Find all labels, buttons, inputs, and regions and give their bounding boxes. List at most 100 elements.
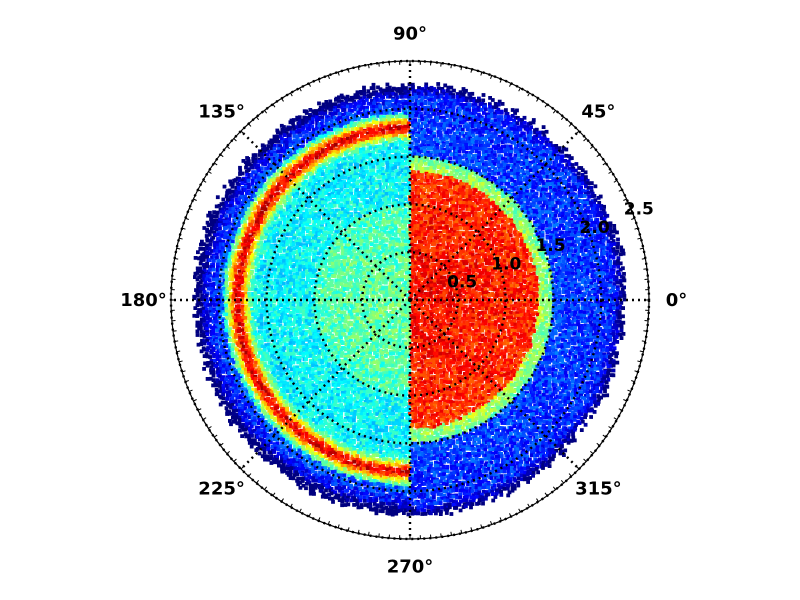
scatter-point: [471, 242, 475, 246]
scatter-point: [542, 134, 547, 139]
scatter-point: [324, 226, 328, 231]
scatter-point: [328, 111, 333, 116]
scatter-point: [280, 198, 284, 203]
scatter-point: [496, 226, 501, 230]
scatter-point: [375, 243, 380, 248]
scatter-point: [343, 111, 348, 116]
scatter-point: [451, 126, 456, 131]
scatter-point: [413, 118, 417, 122]
scatter-point: [318, 176, 323, 181]
scatter-point: [535, 131, 540, 136]
scatter-point: [320, 204, 325, 208]
scatter-point: [449, 170, 454, 175]
scatter-point: [418, 94, 422, 99]
scatter-point: [554, 146, 559, 151]
scatter-point: [295, 188, 300, 193]
scatter-point: [540, 219, 545, 224]
scatter-point: [461, 206, 465, 211]
scatter-point: [387, 85, 392, 90]
scatter-point: [346, 217, 350, 222]
scatter-point: [467, 219, 472, 224]
scatter-point: [382, 125, 387, 130]
scatter-point: [381, 185, 386, 189]
scatter-point: [581, 244, 585, 248]
scatter-point: [215, 195, 220, 200]
scatter-point: [387, 108, 392, 113]
scatter-point: [318, 229, 323, 234]
scatter-point: [554, 210, 558, 214]
scatter-point: [369, 104, 374, 109]
scatter-point: [315, 173, 320, 177]
scatter-point: [272, 202, 277, 206]
scatter-point: [472, 225, 477, 230]
scatter-point: [419, 111, 423, 116]
scatter-point: [292, 235, 296, 240]
scatter-point: [403, 189, 408, 193]
scatter-point: [470, 91, 475, 96]
scatter-point: [404, 191, 408, 196]
scatter-point: [335, 219, 340, 224]
scatter-point: [519, 173, 523, 178]
scatter-point: [349, 186, 353, 191]
scatter-point: [438, 246, 443, 251]
scatter-point: [553, 204, 558, 208]
scatter-point: [359, 156, 363, 161]
scatter-point: [411, 123, 416, 128]
scatter-point: [256, 211, 261, 216]
scatter-point: [217, 236, 222, 241]
scatter-point: [576, 175, 581, 180]
scatter-point: [438, 195, 443, 200]
scatter-point: [310, 182, 315, 187]
scatter-point: [368, 178, 372, 183]
scatter-point: [278, 220, 283, 225]
scatter-point: [430, 124, 434, 129]
scatter-point: [442, 185, 447, 190]
scatter-point: [505, 175, 510, 180]
scatter-point: [416, 122, 420, 127]
scatter-point: [560, 223, 565, 228]
scatter-point: [484, 107, 488, 112]
scatter-point: [582, 226, 587, 230]
scatter-point: [337, 131, 342, 136]
scatter-point: [590, 230, 595, 235]
scatter-point: [363, 218, 367, 222]
scatter-point: [369, 172, 373, 176]
scatter-point: [461, 185, 466, 190]
scatter-point: [429, 169, 434, 174]
scatter-point: [390, 176, 395, 181]
scatter-point: [378, 162, 383, 167]
scatter-point: [259, 240, 264, 245]
scatter-point: [455, 218, 459, 222]
scatter-point: [376, 114, 381, 118]
scatter-point: [337, 95, 341, 100]
scatter-point: [452, 102, 457, 107]
scatter-point: [452, 168, 456, 173]
scatter-point: [502, 162, 507, 167]
scatter-point: [362, 188, 367, 193]
scatter-point: [238, 190, 242, 195]
scatter-point: [549, 195, 553, 200]
scatter-point: [424, 134, 428, 138]
scatter-point: [522, 214, 526, 219]
scatter-point: [443, 99, 448, 103]
scatter-point: [376, 85, 380, 90]
scatter-point: [212, 230, 217, 235]
scatter-point: [458, 210, 463, 215]
scatter-point: [471, 171, 475, 176]
scatter-point: [506, 204, 511, 209]
scatter-point: [422, 146, 427, 150]
scatter-point: [522, 144, 527, 148]
scatter-point: [527, 163, 532, 167]
scatter-point: [449, 165, 453, 170]
scatter-point: [551, 195, 556, 199]
scatter-point: [400, 219, 405, 224]
scatter-point: [448, 156, 453, 161]
scatter-point: [382, 170, 387, 175]
scatter-point: [337, 134, 342, 139]
scatter-point: [461, 120, 465, 125]
scatter-point: [452, 226, 457, 231]
scatter-point: [300, 173, 305, 178]
scatter-point: [372, 182, 376, 186]
scatter-point: [490, 98, 495, 102]
scatter-point: [339, 181, 344, 186]
